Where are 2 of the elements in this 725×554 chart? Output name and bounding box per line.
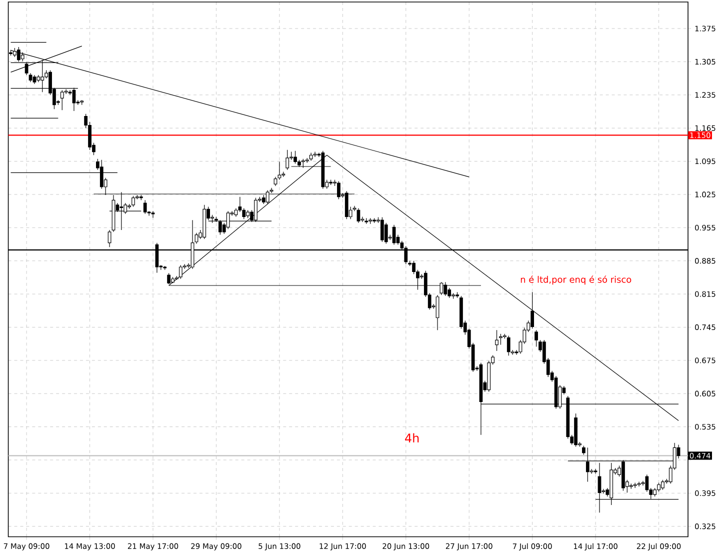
annotation: n é ltd,por enq é só risco — [520, 276, 632, 285]
annotation: 4h — [405, 433, 419, 442]
